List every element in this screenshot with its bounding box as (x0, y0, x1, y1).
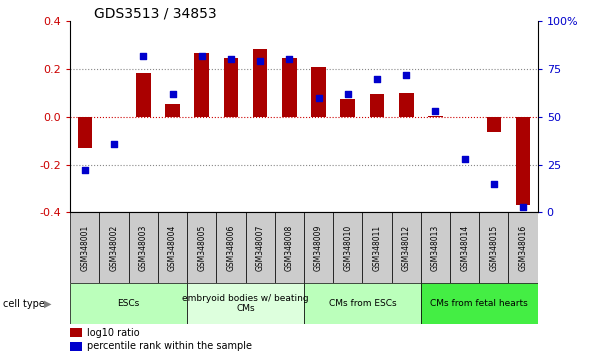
Text: GSM348006: GSM348006 (227, 224, 235, 271)
Bar (421, 283, 538, 324)
Bar (187, 212, 216, 283)
Text: GSM348010: GSM348010 (343, 225, 353, 271)
Text: GSM348007: GSM348007 (255, 224, 265, 271)
Text: cell type: cell type (3, 298, 45, 309)
Bar (253, 49, 268, 117)
Point (372, 76, 382, 81)
Point (226, 57, 236, 62)
Text: GSM348016: GSM348016 (519, 225, 527, 271)
Bar (70, 342, 82, 351)
Bar (187, 283, 304, 324)
Bar (216, 212, 246, 283)
Bar (370, 94, 384, 117)
Point (313, 95, 323, 101)
Bar (399, 93, 414, 117)
Bar (165, 104, 180, 117)
Bar (158, 212, 187, 283)
Bar (70, 212, 100, 283)
Text: CMs from fetal hearts: CMs from fetal hearts (430, 299, 528, 308)
Bar (282, 58, 297, 117)
Bar (100, 212, 129, 283)
Point (459, 156, 469, 162)
Point (80, 167, 90, 173)
Bar (508, 212, 538, 283)
Bar (304, 212, 333, 283)
Bar (311, 67, 326, 117)
Bar (486, 117, 501, 132)
Bar (70, 283, 187, 324)
Point (255, 58, 265, 64)
Text: GSM348003: GSM348003 (139, 224, 148, 271)
Bar (392, 212, 421, 283)
Point (431, 108, 441, 114)
Text: ESCs: ESCs (117, 299, 140, 308)
Text: GSM348001: GSM348001 (81, 225, 89, 271)
Text: GDS3513 / 34853: GDS3513 / 34853 (93, 6, 216, 20)
Bar (78, 117, 92, 148)
Text: embryoid bodies w/ beating
CMs: embryoid bodies w/ beating CMs (182, 294, 309, 313)
Point (285, 57, 295, 62)
Text: GSM348009: GSM348009 (314, 224, 323, 271)
Text: ▶: ▶ (45, 298, 52, 309)
Bar (275, 212, 304, 283)
Point (139, 53, 148, 58)
Text: GSM348013: GSM348013 (431, 225, 440, 271)
Bar (129, 212, 158, 283)
Text: CMs from ESCs: CMs from ESCs (329, 299, 396, 308)
Bar (70, 329, 82, 337)
Bar (516, 117, 530, 205)
Bar (340, 99, 355, 117)
Text: GSM348004: GSM348004 (168, 224, 177, 271)
Bar (194, 53, 209, 117)
Bar (450, 212, 479, 283)
Point (401, 72, 411, 78)
Point (109, 141, 119, 147)
Point (518, 204, 528, 210)
Bar (246, 212, 275, 283)
Bar (421, 212, 450, 283)
Text: GSM348005: GSM348005 (197, 224, 207, 271)
Text: log10 ratio: log10 ratio (87, 328, 139, 338)
Point (343, 91, 353, 97)
Bar (333, 212, 362, 283)
Point (197, 53, 207, 58)
Text: GSM348014: GSM348014 (460, 225, 469, 271)
Bar (304, 283, 421, 324)
Text: GSM348008: GSM348008 (285, 225, 294, 271)
Text: GSM348002: GSM348002 (109, 225, 119, 271)
Text: percentile rank within the sample: percentile rank within the sample (87, 342, 252, 352)
Bar (136, 73, 150, 117)
Point (489, 181, 499, 187)
Bar (479, 212, 508, 283)
Text: GSM348015: GSM348015 (489, 225, 499, 271)
Text: GSM348012: GSM348012 (401, 225, 411, 271)
Point (167, 91, 177, 97)
Bar (224, 58, 238, 117)
Text: GSM348011: GSM348011 (373, 225, 381, 271)
Bar (428, 116, 443, 117)
Bar (362, 212, 392, 283)
